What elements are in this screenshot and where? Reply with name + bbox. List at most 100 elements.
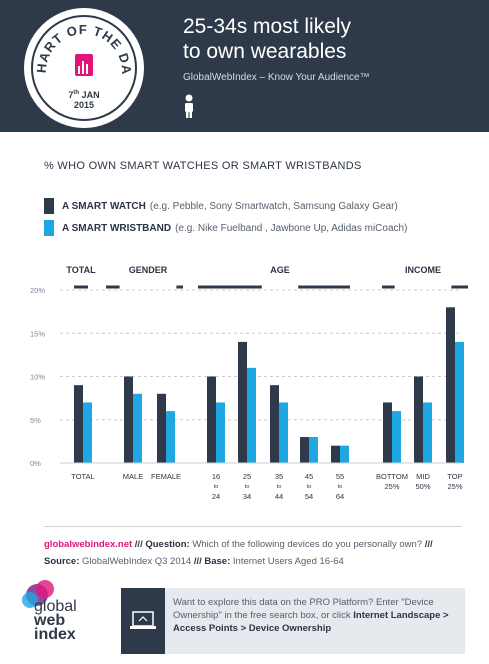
- x-category-label: TOP: [447, 472, 462, 481]
- bar-chart: 0% 5% 10% 15% 20% TOTAL GENDER AGE INCOME TOTAL MA…: [0, 250, 489, 520]
- x-category-label: 25%: [384, 482, 399, 491]
- bar-smart-wristband: [247, 367, 256, 463]
- bar-smart-wristband: [133, 393, 142, 463]
- x-category-label: FEMALE: [151, 472, 181, 481]
- badge-day: 7: [68, 90, 74, 100]
- legend-label: A SMART WRISTBAND: [62, 222, 172, 234]
- footer-question-line: globalwebindex.net /// Question: Which o…: [44, 539, 433, 550]
- x-category-label: MALE: [123, 472, 143, 481]
- chart-of-the-day-badge: CHART OF THE DAY 7th JAN 2015: [24, 8, 144, 128]
- bar-smart-wristband: [279, 402, 288, 463]
- badge-chart-icon-bar: [82, 61, 84, 74]
- bar-smart-watch: [238, 341, 247, 463]
- separator: ///: [193, 556, 202, 567]
- badge-month: JAN: [81, 90, 100, 100]
- x-category-label: 24: [212, 492, 220, 501]
- legend-detail: (e.g. Nike Fuelband , Jawbone Up, Adidas…: [175, 222, 408, 234]
- x-category-label: 54: [305, 492, 313, 501]
- title-line-2: to own wearables: [183, 40, 347, 63]
- laptop-icon: [130, 611, 156, 629]
- x-category-label: 34: [243, 492, 251, 501]
- footer-source-line: Source: GlobalWebIndex Q3 2014 /// Base:…: [44, 556, 344, 567]
- header-subtitle: GlobalWebIndex – Know Your Audience™: [183, 72, 370, 83]
- globalwebindex-logo: global web index: [22, 580, 112, 650]
- legend-item-smart-watch: A SMART WATCH (e.g. Pebble, Sony Smartwa…: [44, 198, 398, 214]
- x-category-label: to: [277, 484, 282, 490]
- source-text: GlobalWebIndex Q3 2014: [82, 556, 192, 567]
- bar-smart-watch: [331, 445, 340, 463]
- x-category-label: to: [245, 484, 250, 490]
- x-category-label: 25: [243, 472, 251, 481]
- base-text: Internet Users Aged 16-64: [232, 556, 344, 567]
- bar-smart-watch: [414, 376, 423, 463]
- x-category-label: 55: [336, 472, 344, 481]
- x-category-label: TOTAL: [71, 472, 94, 481]
- bar-smart-watch: [270, 385, 279, 463]
- badge-date: 7th JAN 2015: [24, 88, 144, 110]
- bar-smart-wristband: [455, 341, 464, 463]
- bar-smart-watch: [383, 402, 392, 463]
- base-label: Base:: [204, 556, 231, 567]
- callout-body: Want to explore this data on the PRO Pla…: [173, 597, 434, 621]
- x-category-label: 25%: [447, 482, 462, 491]
- bar-smart-wristband: [423, 402, 432, 463]
- x-category-label: 64: [336, 492, 344, 501]
- badge-year: 2015: [73, 100, 95, 110]
- x-category-label: to: [338, 484, 343, 490]
- bar-smart-wristband: [83, 402, 92, 463]
- legend-swatch-wristband: [44, 220, 54, 236]
- y-tick-label: 10%: [30, 373, 45, 382]
- y-tick-label: 0%: [30, 459, 41, 468]
- legend-detail: (e.g. Pebble, Sony Smartwatch, Samsung G…: [149, 200, 398, 212]
- bar-smart-wristband: [392, 411, 401, 463]
- bar-smart-watch: [446, 307, 455, 463]
- logo-line: index: [34, 626, 76, 643]
- y-tick-label: 20%: [30, 286, 45, 295]
- x-category-label: 50%: [415, 482, 430, 491]
- bar-smart-wristband: [340, 445, 349, 463]
- x-category-label: BOTTOM: [376, 472, 408, 481]
- source-label: Source:: [44, 556, 80, 567]
- y-tick-label: 5%: [30, 416, 41, 425]
- group-header-label: INCOME: [405, 265, 441, 275]
- group-header-label: AGE: [270, 265, 290, 275]
- badge-graphic: CHART OF THE DAY: [24, 8, 137, 121]
- logo-wordmark: global web index: [34, 598, 77, 643]
- legend-item-smart-wristband: A SMART WRISTBAND (e.g. Nike Fuelband , …: [44, 220, 407, 236]
- bar-chart-svg: 0% 5% 10% 15% 20% TOTAL GENDER AGE INCOME TOTAL MA…: [30, 265, 468, 501]
- x-category-label: 35: [275, 472, 283, 481]
- badge-chart-icon-bar: [78, 66, 80, 74]
- header-banner: CHART OF THE DAY 7th JAN 2015 25-34s mos…: [0, 0, 489, 132]
- bar-smart-wristband: [216, 402, 225, 463]
- callout-text: Want to explore this data on the PRO Pla…: [173, 596, 459, 635]
- bar-smart-watch: [157, 393, 166, 463]
- x-category-label: 44: [275, 492, 283, 501]
- separator: ///: [134, 539, 143, 550]
- site-link[interactable]: globalwebindex.net: [44, 539, 133, 550]
- x-category-label: MID: [416, 472, 430, 481]
- bar-smart-wristband: [166, 411, 175, 463]
- x-category-label: to: [214, 484, 219, 490]
- bar-smart-wristband: [309, 437, 318, 463]
- logo-circle: [36, 580, 54, 598]
- badge-chart-icon-bar: [86, 64, 88, 74]
- question-label: Question:: [145, 539, 190, 550]
- separator: ///: [424, 539, 433, 550]
- x-category-label: to: [307, 484, 312, 490]
- x-category-label: 45: [305, 472, 313, 481]
- callout-link[interactable]: Internet Landscape > Access Points > Dev…: [173, 610, 449, 634]
- person-icon: [183, 94, 195, 123]
- legend-swatch-watch: [44, 198, 54, 214]
- group-header-label: GENDER: [129, 265, 168, 275]
- laptop-icon-box: [121, 588, 165, 654]
- logo-line: global: [34, 598, 77, 615]
- question-text: Which of the following devices do you pe…: [192, 539, 423, 550]
- y-tick-label: 15%: [30, 329, 45, 338]
- bar-smart-watch: [300, 437, 309, 463]
- x-category-label: 16: [212, 472, 220, 481]
- page-title: 25-34s most likely to own wearables: [183, 14, 473, 64]
- badge-day-suffix: th: [73, 90, 80, 96]
- chart-subtitle: % WHO OWN SMART WATCHES OR SMART WRISTBA…: [44, 160, 362, 172]
- logo-circle: [22, 592, 38, 608]
- legend-label: A SMART WATCH: [62, 200, 146, 212]
